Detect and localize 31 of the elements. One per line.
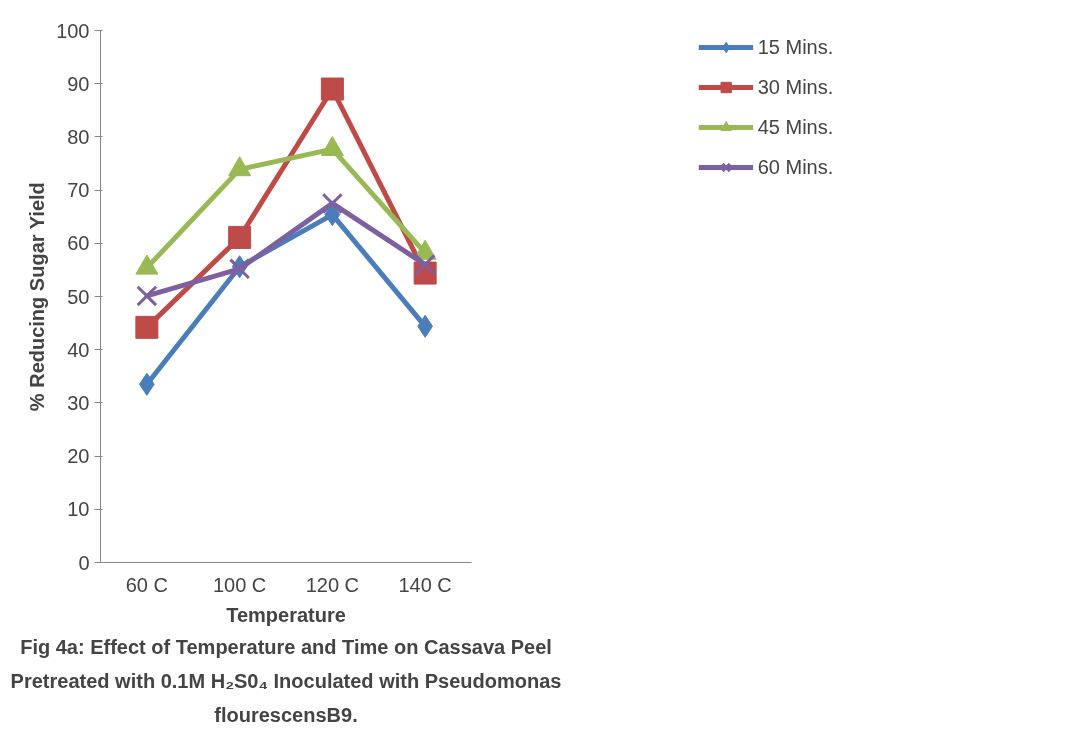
point — [135, 315, 159, 339]
legend-label: 45 Mins. — [757, 115, 834, 139]
caption: Fig 4a: Effect of Temperature and Time on Cassava Peel — [20, 635, 552, 658]
y-tick-label: 50 — [67, 285, 90, 308]
y-tick-label: 70 — [67, 179, 90, 202]
x-tick-label: 100 C — [212, 573, 267, 596]
x-tick-label: 120 C — [305, 573, 360, 596]
point — [324, 203, 341, 227]
y-tick-label: 80 — [67, 125, 90, 148]
point — [320, 77, 344, 101]
legend-label: 30 Mins. — [757, 75, 834, 99]
y-tick-label: 0 — [78, 551, 90, 574]
y-tick-label: 30 — [67, 391, 90, 414]
y-axis-title: % Reducing Sugar Yield — [26, 182, 49, 412]
point — [228, 225, 252, 249]
y-tick-label: 40 — [67, 338, 90, 361]
y-tick-label: 90 — [67, 72, 90, 95]
x-tick-label: 60 C — [125, 573, 168, 596]
y-tick-label: 60 — [67, 232, 90, 255]
y-tick-label: 20 — [67, 445, 90, 468]
text: flourescensB9. — [214, 703, 358, 726]
point — [136, 285, 158, 307]
x-tick-label: 140 C — [398, 573, 452, 596]
y-tick-label: 100 — [56, 19, 90, 42]
y-tick-label: 10 — [67, 498, 90, 521]
point — [414, 253, 436, 276]
x-axis-title: Temperature — [226, 603, 346, 626]
legend-label: 15 Mins. — [757, 35, 834, 59]
legend-label: 60 Mins. — [757, 155, 834, 179]
point — [321, 192, 344, 215]
text: Pretreated with 0.1M H₂S0₄ Inoculated with Pseudomonas — [10, 669, 562, 692]
